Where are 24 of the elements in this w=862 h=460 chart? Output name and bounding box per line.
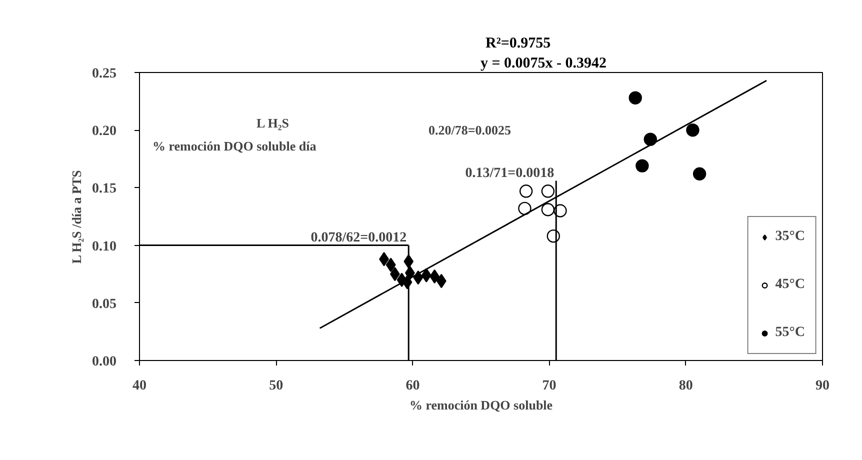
- x-tick-label: 40: [132, 378, 146, 394]
- annotation: 0.20/78=0.0025: [428, 122, 512, 138]
- x-tick-label: 80: [678, 378, 693, 394]
- y-tick-label: 0.15: [92, 182, 116, 197]
- text: R²=0.9755: [486, 36, 551, 52]
- y-tick-label: 0.10: [92, 239, 116, 254]
- legend-label: 35°C: [775, 229, 805, 245]
- x-axis-title: % remoción DQO soluble: [409, 398, 553, 412]
- y-axis-title: L H₂S /día a PTS: [69, 170, 84, 264]
- annotation: 0.13/71=0.0018: [465, 166, 554, 181]
- y-tick-label: 0.20: [92, 124, 116, 140]
- y-tick-label: 0.05: [92, 296, 116, 312]
- legend-label: 55°C: [775, 325, 805, 341]
- x-tick-label: 60: [406, 378, 420, 394]
- text: y = 0.0075x - 0.3942: [480, 56, 607, 72]
- x-tick-label: 90: [816, 378, 830, 394]
- y-tick-label: 0.25: [92, 66, 116, 82]
- annotation: % remoción DQO soluble día: [152, 138, 317, 154]
- x-tick-label: 70: [542, 378, 556, 394]
- annotation: L H₂S: [256, 116, 289, 130]
- annotation: 0.078/62=0.0012: [310, 230, 407, 246]
- x-tick-label: 50: [269, 378, 284, 394]
- y-tick-label: 0.00: [92, 354, 116, 370]
- legend-label: 45°C: [775, 277, 805, 293]
